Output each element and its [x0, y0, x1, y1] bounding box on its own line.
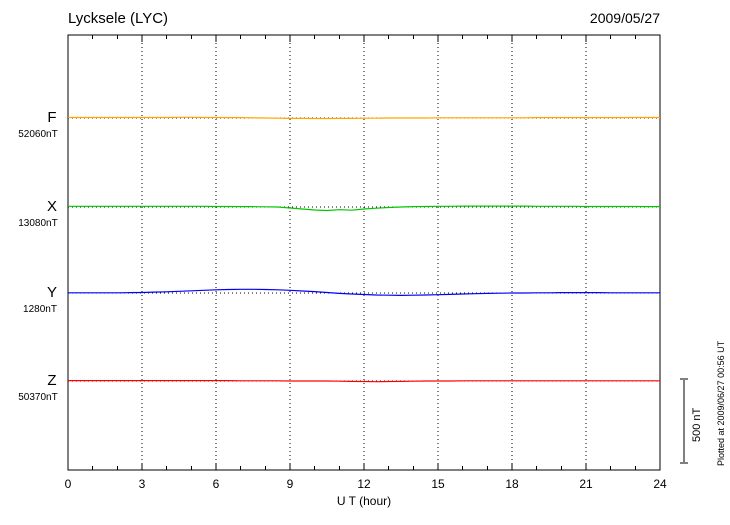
x-tick-label: 18 [505, 477, 519, 491]
trace-z [68, 380, 660, 383]
series-label-y: Y [47, 284, 57, 301]
series-baseline-y: 1280nT [23, 304, 57, 315]
plot-border [67, 34, 661, 471]
series-label-x: X [47, 198, 57, 215]
x-tick-label: 12 [357, 477, 371, 491]
x-tick-label: 15 [431, 477, 445, 491]
series-baseline-z: 50370nT [18, 392, 57, 403]
x-tick-label: 9 [287, 477, 294, 491]
x-tick-label: 24 [653, 477, 667, 491]
trace-x [68, 205, 660, 212]
trace-y [68, 288, 660, 296]
series-label-f: F [47, 109, 56, 126]
x-tick-label: 0 [65, 477, 72, 491]
page-title: Lycksele (LYC) [68, 10, 168, 27]
x-tick-label: 21 [579, 477, 593, 491]
x-tick-label: 3 [139, 477, 146, 491]
plotted-at-label: Plotted at 2009/06/27 00:56 UT [716, 340, 726, 466]
series-baseline-f: 52060nT [18, 129, 57, 140]
chart-geometry: 0 3 6 9 12 15 18 21 24 [65, 34, 688, 491]
trace-f [68, 116, 660, 120]
series-label-z: Z [47, 372, 56, 389]
x-tick-label: 6 [213, 477, 220, 491]
date-label: 2009/05/27 [590, 10, 660, 26]
series-baseline-x: 13080nT [18, 218, 57, 229]
x-axis-title: U T (hour) [337, 494, 391, 508]
scale-bar-label: 500 nT [691, 407, 703, 442]
